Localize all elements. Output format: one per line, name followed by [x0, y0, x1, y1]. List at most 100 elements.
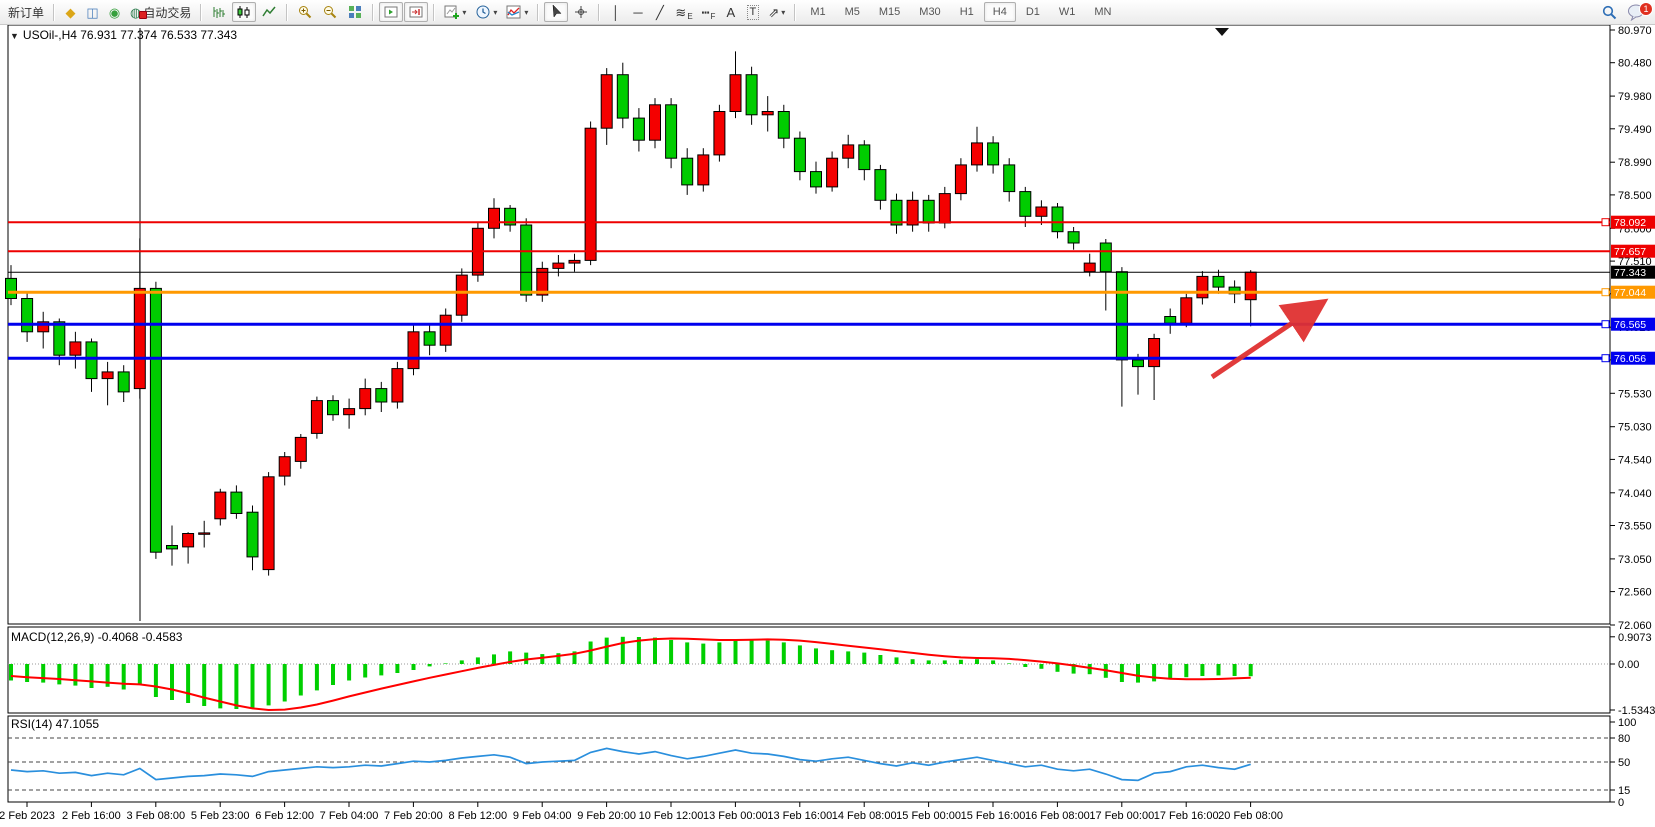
trendline-icon[interactable]: ╱ [649, 2, 670, 22]
tf-m5-button[interactable]: M5 [836, 2, 869, 22]
text-label-icon[interactable]: T [742, 2, 763, 22]
equidistant-channel-icon[interactable]: ≋ E [671, 2, 696, 22]
equidistant-channel-icon-glyph: ≋ [675, 4, 687, 20]
bar-chart-icon [211, 4, 227, 20]
trendline-icon-glyph: ╱ [656, 4, 664, 20]
chart-profile-icon[interactable]: ◆ [60, 2, 81, 22]
svg-text:2 Feb 2023: 2 Feb 2023 [0, 810, 55, 822]
tf-h1-button[interactable]: H1 [951, 2, 983, 22]
crosshair-icon[interactable] [569, 2, 593, 22]
macd-label: MACD(12,26,9) -0.4068 -0.4583 [11, 630, 183, 644]
horizontal-line-icon[interactable]: ─ [627, 2, 648, 22]
zoom-out-icon[interactable] [318, 2, 342, 22]
candlestick-chart-icon[interactable] [232, 2, 257, 22]
svg-text:77.044: 77.044 [1614, 287, 1646, 299]
cursor-icon[interactable] [544, 2, 569, 22]
tf-m5-button-label: M5 [844, 6, 860, 18]
symbol-dropdown-icon[interactable]: ▼ [10, 31, 19, 41]
arrows-icon-glyph: ⇗ [768, 4, 780, 20]
zoom-in-icon [297, 4, 313, 20]
svg-text:73.550: 73.550 [1618, 521, 1652, 533]
signals-icon[interactable]: ◉ [104, 2, 125, 22]
svg-text:77.510: 77.510 [1618, 256, 1652, 268]
text-label-icon-glyph: T [746, 4, 760, 20]
svg-text:6 Feb 12:00: 6 Feb 12:00 [255, 810, 314, 822]
svg-text:74.040: 74.040 [1618, 488, 1652, 500]
toolbar-separator [794, 3, 797, 21]
fibonacci-icon[interactable]: ┅ F [698, 2, 720, 22]
autotrading-glyph: ◍ [130, 4, 142, 20]
toolbar-separator [286, 3, 289, 21]
periodicity-icon-dropdown-caret[interactable]: ▾ [493, 7, 498, 17]
market-watch-icon[interactable]: ◫ [82, 2, 103, 22]
new-order-button[interactable]: 新订单 [4, 2, 48, 22]
svg-text:78.092: 78.092 [1614, 217, 1646, 229]
arrows-icon[interactable]: ⇗ ▾ [764, 2, 789, 22]
autotrading-button[interactable]: ◍ 自动交易 [126, 2, 195, 22]
notification-badge: 1 [1639, 2, 1653, 16]
svg-text:73.050: 73.050 [1618, 554, 1652, 566]
svg-text:5 Feb 23:00: 5 Feb 23:00 [191, 810, 250, 822]
svg-text:16 Feb 08:00: 16 Feb 08:00 [1025, 810, 1090, 822]
tf-m15-button-label: M15 [878, 6, 901, 18]
chart-title[interactable]: ▼ USOil-,H4 76.931 77.374 76.533 77.343 [10, 28, 237, 42]
vertical-line-icon[interactable]: │ [605, 2, 626, 22]
svg-text:74.540: 74.540 [1618, 454, 1652, 466]
tf-h4-button-label: H4 [992, 6, 1007, 18]
svg-text:7 Feb 20:00: 7 Feb 20:00 [384, 810, 443, 822]
new-chart-icon-dropdown-caret[interactable]: ▾ [462, 7, 467, 17]
tf-mn-button-label: MN [1094, 6, 1112, 18]
cursor-icon [548, 4, 564, 20]
tf-h4-button[interactable]: H4 [983, 2, 1016, 22]
arrows-icon-dropdown-caret[interactable]: ▾ [781, 7, 786, 17]
line-chart-icon[interactable] [257, 2, 281, 22]
toolbar-separator [200, 3, 203, 21]
zoom-in-icon[interactable] [293, 2, 317, 22]
chart-canvas[interactable]: 80.970 80.480 79.980 79.490 78.990 78.500 78.0… [0, 24, 1655, 827]
auto-scroll-icon [383, 4, 399, 20]
candlestick-chart-icon [236, 4, 252, 20]
svg-text:79.490: 79.490 [1618, 124, 1652, 136]
indicators-icon [506, 4, 522, 20]
tf-m30-button[interactable]: M30 [910, 2, 949, 22]
bar-chart-icon[interactable] [207, 2, 231, 22]
indicators-icon[interactable]: ▾ [502, 2, 532, 22]
svg-text:8 Feb 12:00: 8 Feb 12:00 [448, 810, 507, 822]
tf-m30-button-label: M30 [919, 6, 941, 18]
chart-window: 80.970 80.480 79.980 79.490 78.990 78.500 78.0… [0, 24, 1655, 827]
svg-text:78.500: 78.500 [1618, 190, 1652, 202]
tf-m1-button[interactable]: M1 [801, 2, 834, 22]
search-icon[interactable] [1597, 2, 1622, 22]
svg-text:80.480: 80.480 [1618, 58, 1652, 70]
autotrading-button-label: 自动交易 [143, 5, 192, 20]
svg-text:-1.5343: -1.5343 [1618, 705, 1655, 717]
svg-text:76.565: 76.565 [1614, 319, 1646, 331]
svg-text:0.00: 0.00 [1618, 659, 1639, 671]
svg-text:75.030: 75.030 [1618, 422, 1652, 434]
svg-text:15 Feb 00:00: 15 Feb 00:00 [896, 810, 961, 822]
tf-mn-button[interactable]: MN [1085, 2, 1120, 22]
svg-text:76.056: 76.056 [1614, 353, 1646, 365]
toolbar-separator [537, 3, 540, 21]
text-icon-glyph: A [726, 4, 736, 20]
periodicity-icon[interactable]: ▾ [471, 2, 501, 22]
tf-w1-button[interactable]: W1 [1050, 2, 1085, 22]
svg-text:75.530: 75.530 [1618, 388, 1652, 400]
tf-d1-button[interactable]: D1 [1017, 2, 1049, 22]
svg-text:0.9073: 0.9073 [1618, 632, 1652, 644]
tf-m15-button[interactable]: M15 [870, 2, 909, 22]
auto-scroll-icon[interactable] [379, 2, 404, 22]
new-chart-icon[interactable]: ▾ [440, 2, 470, 22]
svg-text:77.343: 77.343 [1614, 267, 1646, 279]
text-icon[interactable]: A [720, 2, 741, 22]
svg-text:100: 100 [1618, 717, 1636, 729]
notifications-icon[interactable]: 1 [1623, 2, 1653, 22]
chart-shift-icon[interactable] [404, 2, 429, 22]
tile-windows-icon[interactable] [343, 2, 367, 22]
indicators-icon-dropdown-caret[interactable]: ▾ [524, 7, 529, 17]
svg-text:2 Feb 16:00: 2 Feb 16:00 [62, 810, 121, 822]
tile-windows-icon [347, 4, 363, 20]
tf-m1-button-label: M1 [810, 6, 826, 18]
svg-text:50: 50 [1618, 757, 1630, 769]
